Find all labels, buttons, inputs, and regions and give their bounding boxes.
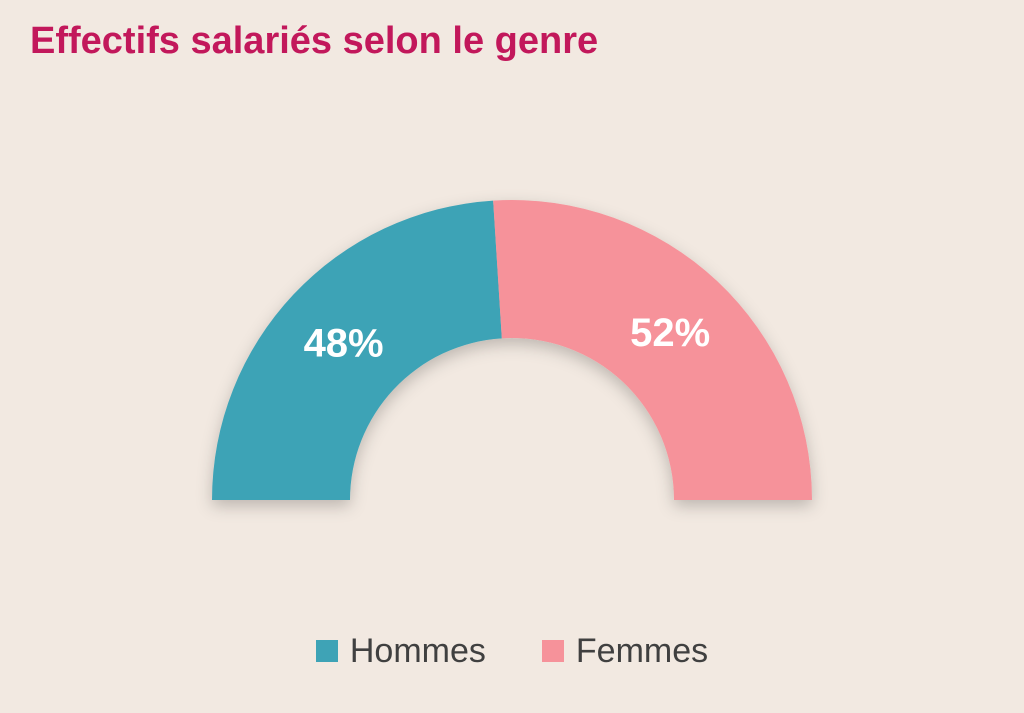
legend-label: Hommes <box>350 632 486 671</box>
legend: Hommes Femmes <box>0 632 1024 672</box>
legend-swatch <box>316 640 338 662</box>
chart-title: Effectifs salariés selon le genre <box>30 20 598 63</box>
legend-swatch <box>542 640 564 662</box>
legend-label: Femmes <box>576 632 708 671</box>
segment-label-hommes: 48% <box>304 321 384 365</box>
legend-item-hommes: Hommes <box>316 632 486 671</box>
legend-item-femmes: Femmes <box>542 632 708 671</box>
half-donut-chart: 48% 52% <box>162 170 862 540</box>
segment-label-femmes: 52% <box>630 311 710 355</box>
